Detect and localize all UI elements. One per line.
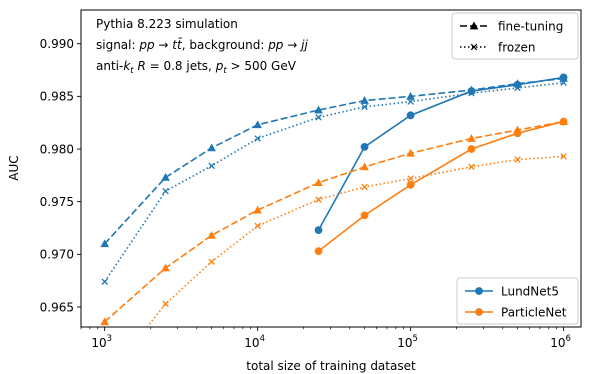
legend-label: fine-tuning — [498, 19, 563, 33]
data-point — [162, 187, 169, 195]
x-tick-label: 105 — [397, 334, 418, 350]
annotation-line: signal: pp → tt̄, background: pp → jj — [96, 38, 308, 52]
y-tick-label: 0.980 — [40, 142, 74, 156]
data-point — [559, 73, 568, 82]
data-point — [467, 134, 476, 142]
series-2 — [314, 73, 568, 235]
legend-models: LundNet5 ParticleNet — [456, 277, 579, 325]
data-point — [162, 300, 169, 308]
axis-layer: 103 104 105 106 0.965 0.970 0.975 0.980 0.985 0.9… — [40, 37, 571, 350]
data-point — [315, 196, 322, 203]
series-line — [104, 120, 564, 323]
series-line — [146, 155, 564, 327]
data-point — [253, 205, 262, 214]
data-point — [254, 135, 261, 142]
data-point — [360, 211, 369, 220]
data-point — [361, 183, 368, 191]
y-tick-label: 0.970 — [40, 248, 74, 262]
x-tick-label: 106 — [550, 334, 571, 350]
data-point — [314, 226, 323, 235]
data-point — [100, 239, 110, 248]
data-point — [559, 117, 568, 126]
data-point — [407, 175, 414, 182]
y-tick-label: 0.985 — [40, 90, 74, 104]
data-point — [407, 98, 414, 105]
data-point — [467, 87, 476, 95]
series-line — [104, 81, 564, 283]
x-tick-label: 104 — [244, 334, 265, 350]
data-point — [360, 143, 369, 151]
data-point — [513, 80, 522, 89]
data-point — [100, 317, 110, 326]
legend-entry: fine-tuning — [460, 19, 563, 33]
data-point — [208, 258, 215, 265]
series-line — [104, 77, 564, 245]
data-point — [208, 162, 215, 170]
plot-frame — [80, 9, 582, 328]
data-point — [314, 178, 323, 187]
series-5 — [314, 117, 568, 256]
data-point — [101, 278, 108, 285]
legend-line-styles: fine-tuning frozen — [451, 12, 579, 60]
data-point — [406, 148, 415, 157]
series-layer — [100, 73, 568, 327]
data-point — [361, 103, 368, 111]
data-point — [560, 153, 567, 160]
data-point — [513, 129, 522, 138]
series-line — [318, 120, 564, 252]
data-point — [360, 96, 369, 104]
y-axis-label: AUC — [7, 155, 21, 180]
data-point — [161, 263, 170, 272]
data-point — [207, 230, 216, 239]
data-point — [360, 162, 369, 171]
annotation-line: anti-kt R = 0.8 jets, pt > 500 GeV — [96, 59, 297, 76]
data-point — [315, 114, 322, 121]
legend-marker — [470, 43, 478, 51]
data-point — [253, 120, 262, 129]
data-point — [467, 145, 476, 153]
data-point — [406, 111, 415, 120]
series-1 — [101, 79, 567, 285]
legend-label: LundNet5 — [501, 284, 559, 298]
legend-frame — [451, 12, 579, 60]
x-tick-label: 103 — [91, 334, 112, 350]
data-point — [161, 173, 170, 181]
data-point — [314, 105, 323, 114]
data-point — [406, 91, 415, 100]
series-line — [317, 76, 564, 231]
x-axis-label: total size of training dataset — [246, 359, 416, 373]
data-point — [207, 143, 216, 152]
y-tick-label: 0.965 — [40, 300, 74, 314]
y-tick-label: 0.975 — [40, 195, 74, 209]
data-point — [514, 156, 521, 163]
legend-marker — [475, 287, 483, 295]
data-point — [406, 180, 415, 189]
legend-entry: frozen — [460, 40, 536, 54]
legend-entry: ParticleNet — [465, 305, 567, 319]
legend-marker — [475, 308, 483, 316]
legend-marker — [469, 21, 479, 30]
data-point — [468, 163, 475, 171]
legend-label: frozen — [498, 40, 536, 54]
annotation-block: Pythia 8.223 simulation signal: pp → tt̄,… — [96, 17, 308, 76]
series-0 — [100, 74, 568, 248]
annotation-line: Pythia 8.223 simulation — [96, 17, 238, 31]
legend-label: ParticleNet — [501, 305, 567, 319]
series-4 — [146, 153, 567, 327]
data-point — [314, 247, 323, 256]
legend-entry: LundNet5 — [465, 284, 559, 298]
y-tick-label: 0.990 — [40, 37, 74, 51]
data-point — [254, 222, 261, 230]
